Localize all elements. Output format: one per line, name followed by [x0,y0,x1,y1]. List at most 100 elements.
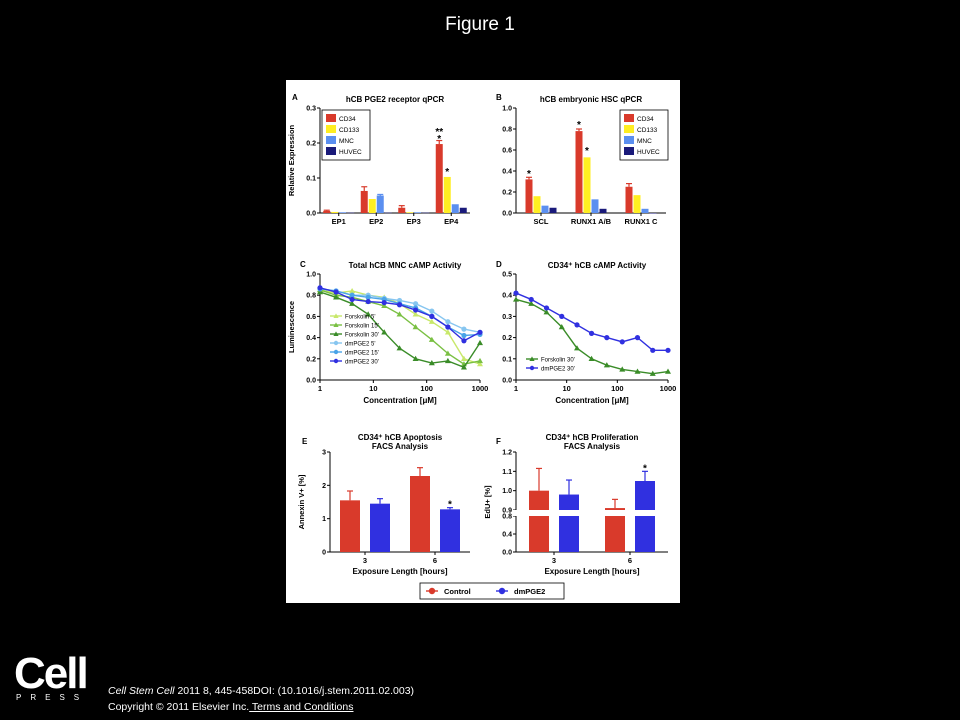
panel-a-ytick-label: 0.1 [306,176,316,183]
panel-c-legend-marker [333,331,339,336]
panel-f-axis-break [512,510,670,516]
panel-e-ytick-label: 1 [322,516,326,523]
panel-c-point [444,350,451,356]
cell-press-logo: Cell PRESS [14,649,89,703]
panel-c-point [412,307,419,313]
panel-d-point [665,347,671,353]
panel-b-bar [583,157,591,213]
panel-e-ytick-label: 3 [322,450,326,457]
panel-c-title: Total hCB MNC cAMP Activity [349,261,462,270]
panel-c-point [349,300,356,306]
panel-c-point [428,318,435,324]
panel-f-letter: F [496,437,501,446]
panel-c-point [412,324,419,330]
panel-d-point [543,309,550,315]
panel-e-letter: E [302,437,308,446]
panel-b-ytick-label: 0.4 [502,169,512,176]
panel-b-ytick-label: 0.6 [502,148,512,155]
panel-a-xtick-label: EP4 [444,217,459,226]
panel-e-subtitle: FACS Analysis [372,442,429,451]
panel-a-legend-label: HUVEC [339,149,362,156]
panel-b-xtick-label: RUNX1 C [625,217,659,226]
panel-b-significance: * [577,120,581,131]
panel-c-ytick-label: 0.0 [306,378,316,385]
panel-a-bar [323,210,331,213]
panel-c-legend-marker [333,313,339,318]
panel-c-point [428,336,435,342]
panel-a-bar [376,195,384,213]
panel-d-point [649,370,656,376]
panel-d-point [513,290,519,296]
panel-b-letter: B [496,93,502,102]
panel-e-ylabel: Annexin V+ [%] [297,474,306,529]
panel-b-bar [541,205,549,213]
panel-d-point [543,305,550,311]
panel-f-xtick-label: 3 [552,556,556,565]
panel-c-point [429,308,435,314]
panel-c-legend-label: dmPGE2 5' [345,341,376,347]
panel-b-ytick-label: 0.8 [502,127,512,134]
panel-e-significance: * [448,500,452,511]
terms-and-conditions-link[interactable]: Terms and Conditions [249,701,354,713]
panel-d-point [558,324,565,330]
panel-f-title: CD34⁺ hCB Proliferation [546,433,639,442]
panel-d-legend-label: dmPGE2 30' [541,366,575,372]
panel-b-bar [633,195,641,213]
panel-c-xtick-label: 1 [318,384,322,393]
panel-d-point [665,368,671,374]
panel-a-bar [451,204,459,213]
panel-a-title: hCB PGE2 receptor qPCR [346,95,444,104]
panel-e-bar [410,476,430,552]
citation-details: 2011 8, 445-458DOI: (10.1016/j.stem.2011… [174,685,415,697]
panel-a-xtick-label: EP2 [369,217,383,226]
panel-a-legend-label: CD34 [339,116,356,123]
panel-a-bar [331,211,339,213]
panel-f-ylabel: EdU+ [%] [483,485,492,519]
panel-d-point [603,362,610,368]
panel-b-ytick-label: 1.0 [502,106,512,113]
panel-c-point [477,329,483,335]
panel-d-ytick-label: 0.5 [502,272,512,279]
panel-c-point [349,296,355,303]
panel-f-xtick-label: 6 [628,556,632,565]
panel-e-xlabel: Exposure Length [hours] [352,567,447,576]
panel-b-xtick-label: RUNX1 A/B [571,217,612,226]
panel-a-legend-swatch [326,136,336,144]
panel-d-point [513,296,519,302]
panel-c-ylabel: Luminescence [287,301,296,353]
panel-b-title: hCB embryonic HSC qPCR [540,95,642,104]
panel-c-point [381,329,388,335]
panel-d-legend-label: Forskolin 30' [541,357,575,363]
panel-d-letter: D [496,260,502,269]
panel-a-bar [384,212,392,214]
panel-c-point [460,355,467,361]
panel-b-significance: * [585,146,589,157]
panel-a-legend-swatch [326,114,336,122]
panel-c-ytick-label: 1.0 [306,272,316,279]
panel-a-significance: ** [435,127,443,138]
panel-c-point [444,357,451,364]
panel-c-point [460,364,467,370]
panel-a-bar [459,207,467,213]
panel-a-ytick-label: 0.2 [306,141,316,148]
panel-c-point [429,313,435,319]
panel-a-bar [443,176,451,213]
panel-d-legend-marker [529,365,535,371]
panel-c-point [365,311,372,317]
panel-d-legend-marker [529,356,535,361]
panel-c-point [412,301,419,307]
panel-b-significance: * [527,169,531,180]
panel-e-bar [440,509,460,552]
panel-b-bar [649,213,657,214]
panel-c-point [412,355,419,361]
panel-b-ytick-label: 0.0 [502,211,512,218]
panel-a-letter: A [292,93,298,102]
panel-b-bar [575,131,583,213]
panel-c-xtick-label: 1000 [472,384,489,393]
panel-d-point [634,335,641,341]
panel-c-legend-label: dmPGE2 15' [345,350,379,356]
panel-c-point [444,329,451,335]
panel-c-ytick-label: 0.6 [306,314,316,321]
panel-c-ytick-label: 0.8 [306,293,316,300]
panel-f-ytick-label: 0.9 [502,508,512,515]
